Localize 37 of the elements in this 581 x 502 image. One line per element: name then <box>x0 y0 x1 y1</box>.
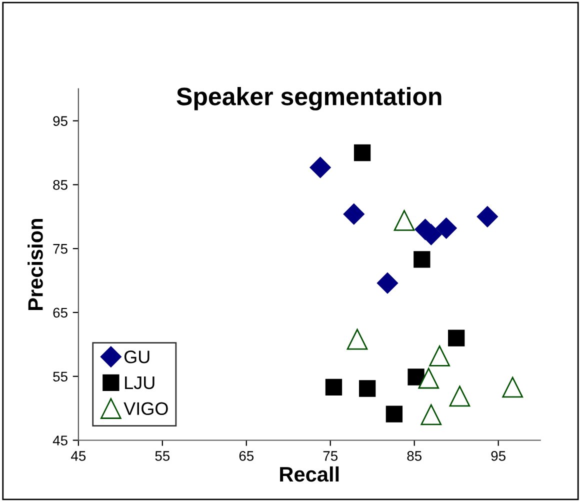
y-tick-label: 85 <box>53 180 68 190</box>
point <box>310 156 331 178</box>
x-axis-title: Recall <box>280 466 339 482</box>
x-tick-label: 75 <box>323 451 338 461</box>
point <box>408 368 424 386</box>
point <box>420 404 442 426</box>
x-tick-label: 55 <box>155 451 170 461</box>
point <box>449 386 470 407</box>
point <box>354 144 371 162</box>
x-tick-label: 85 <box>407 451 422 461</box>
point <box>502 376 524 398</box>
point <box>436 218 457 239</box>
point <box>325 378 342 396</box>
x-tick-label: 45 <box>71 451 86 461</box>
point <box>346 328 368 350</box>
point <box>376 272 398 294</box>
point <box>429 346 450 366</box>
point <box>448 330 465 346</box>
point <box>386 406 403 422</box>
point <box>394 210 415 231</box>
legend-label: GU <box>124 350 150 364</box>
point <box>343 204 364 225</box>
y-tick-label: 75 <box>53 244 68 254</box>
y-axis-title: Precision <box>28 218 43 310</box>
legend-label: LJU <box>125 376 154 390</box>
point <box>418 368 440 389</box>
legend-label: VIGO <box>124 402 168 416</box>
y-tick-label: 55 <box>53 372 68 382</box>
x-tick-label: 65 <box>239 451 254 461</box>
point <box>414 251 430 268</box>
point <box>358 380 376 397</box>
y-tick-label: 65 <box>53 308 68 318</box>
point <box>476 206 498 228</box>
chart-title: Speaker segmentation <box>176 87 442 110</box>
x-tick-label: 95 <box>491 451 506 461</box>
y-tick-label: 95 <box>53 116 68 126</box>
y-tick-label: 45 <box>52 436 68 446</box>
